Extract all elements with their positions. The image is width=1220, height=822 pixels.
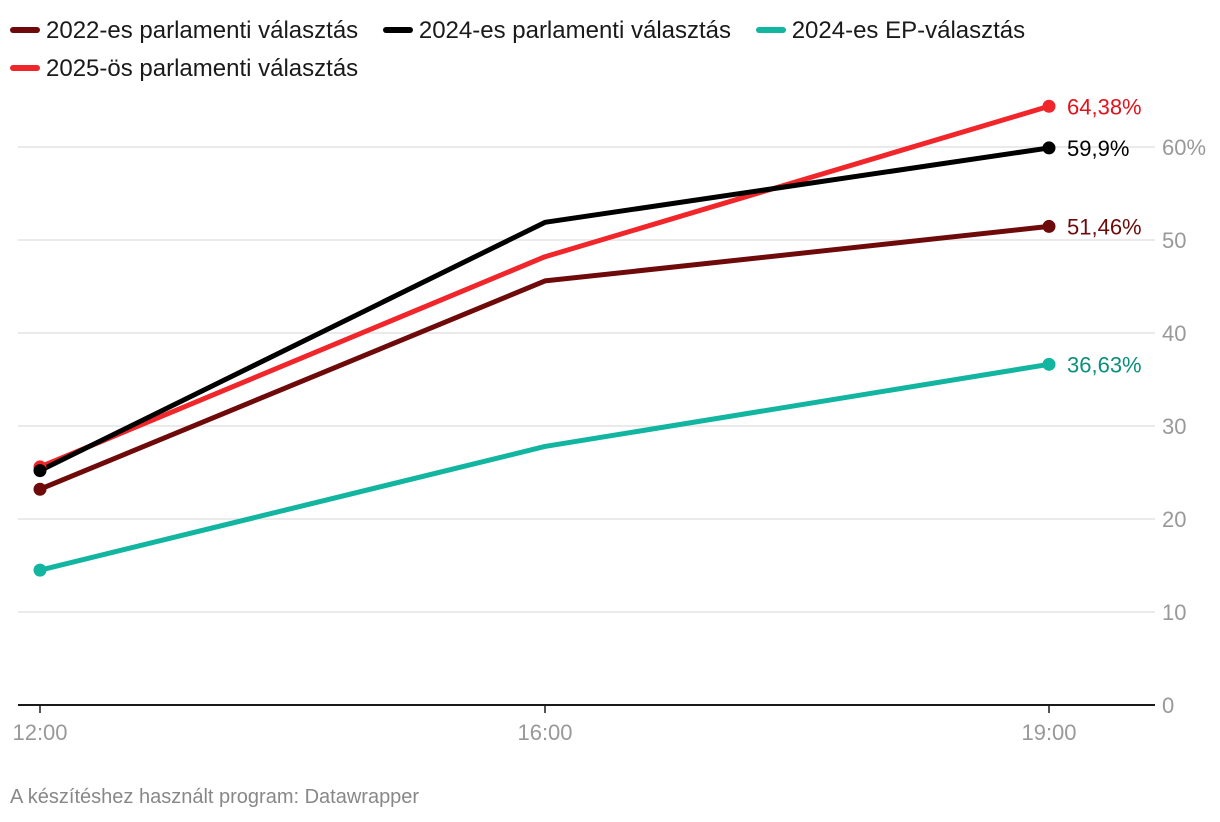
legend-item-2024-ep: 2024-es EP-választás <box>755 12 1026 50</box>
series-end-point <box>1042 219 1056 233</box>
series-end-point <box>1042 141 1056 155</box>
legend-swatch <box>10 64 40 71</box>
x-tick-label: 16:00 <box>517 720 572 745</box>
y-tick-label: 40 <box>1162 321 1186 346</box>
y-tick-label: 30 <box>1162 414 1186 439</box>
series-end-label: 36,63% <box>1067 352 1142 377</box>
series-start-point <box>33 563 47 577</box>
series-end-label: 64,38% <box>1067 94 1142 119</box>
y-tick-label: 10 <box>1162 600 1186 625</box>
line-chart: 0 10 20 30 40 50 60% 12:00 16:00 19:00 36,63% 51,46… <box>12 94 1206 745</box>
legend-swatch <box>10 26 40 33</box>
x-tick-label: 12:00 <box>12 720 67 745</box>
legend-label: 2024-es parlamenti választás <box>418 17 732 44</box>
series-line <box>37 361 1052 573</box>
series-end-point <box>1042 357 1056 371</box>
legend-item-2024-parliament: 2024-es parlamenti választás <box>382 12 732 50</box>
y-tick-label: 20 <box>1162 507 1186 532</box>
series-end-point <box>1042 99 1056 113</box>
legend-label: 2025-ös parlamenti választás <box>46 55 359 82</box>
series-start-point <box>33 482 47 496</box>
series-start-point <box>33 464 47 478</box>
y-tick-label: 0 <box>1162 693 1174 718</box>
series-line <box>37 103 1052 470</box>
chart-legend: 2022-es parlamenti választás 2024-es par… <box>10 12 1210 88</box>
credit-footer: A készítéshez használt program: Datawrap… <box>10 786 420 808</box>
legend-item-2025-parliament: 2025-ös parlamenti választás <box>10 50 358 88</box>
series-line <box>37 223 1052 492</box>
legend-swatch <box>382 26 413 33</box>
x-tick-label: 19:00 <box>1021 720 1076 745</box>
legend-label: 2022-es parlamenti választás <box>46 17 359 44</box>
y-tick-label: 60% <box>1162 135 1206 160</box>
series-end-label: 59,9% <box>1067 136 1129 161</box>
legend-item-2022-parliament: 2022-es parlamenti választás <box>10 12 358 50</box>
legend-label: 2024-es EP-választás <box>791 17 1026 44</box>
y-tick-label: 50 <box>1162 228 1186 253</box>
legend-swatch <box>755 26 786 33</box>
series-line <box>37 145 1052 474</box>
series-end-label: 51,46% <box>1067 214 1142 239</box>
